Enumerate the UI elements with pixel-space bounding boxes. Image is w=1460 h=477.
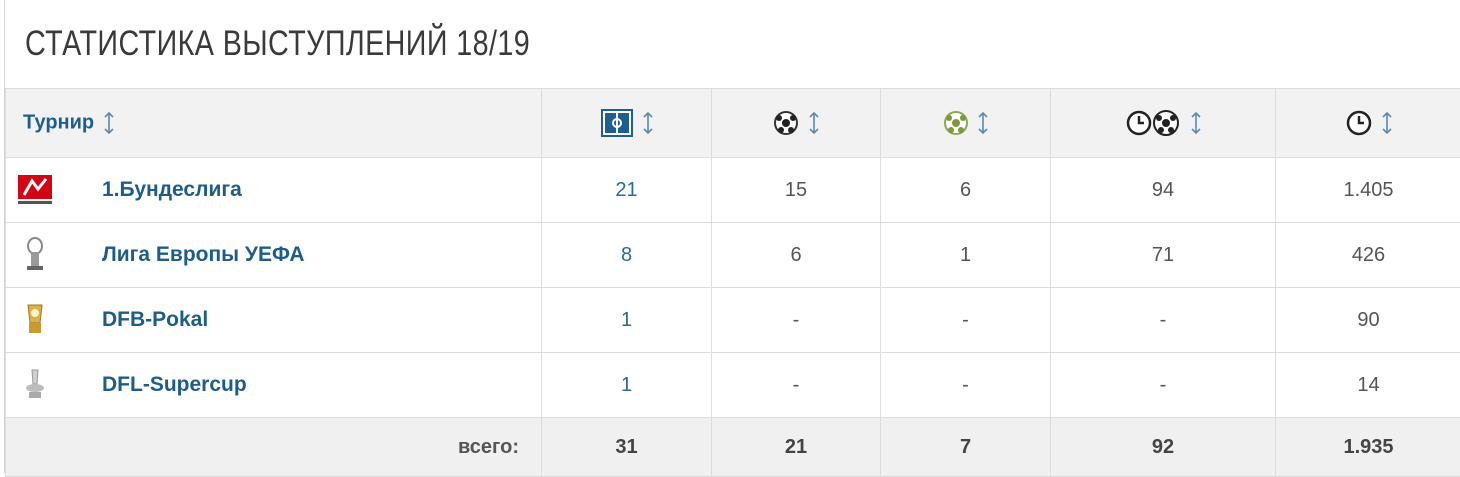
sort-header[interactable] xyxy=(542,89,712,158)
stat-cell: - xyxy=(881,353,1051,418)
total-label: всего: xyxy=(6,418,542,477)
sort-icon xyxy=(978,111,988,135)
stat-cell: - xyxy=(712,288,881,353)
goals-icon xyxy=(773,110,799,136)
competition-link[interactable]: DFL-Supercup xyxy=(102,373,247,397)
sort-icon xyxy=(1382,111,1392,135)
stat-cell: 8 xyxy=(542,223,712,288)
stat-cell: 6 xyxy=(881,158,1051,223)
competition-logo xyxy=(16,171,54,209)
stat-cell: 90 xyxy=(1276,288,1460,353)
panel-title: СТАТИСТИКА ВЫСТУПЛЕНИЙ 18/19 xyxy=(5,0,1459,88)
total-cell: 31 xyxy=(542,418,712,477)
competition-logo xyxy=(16,301,54,339)
stats-table: Турнир 1.Бундеслиг xyxy=(5,88,1460,477)
competition-cell: DFB-Pokal xyxy=(6,288,542,353)
stat-cell: - xyxy=(881,288,1051,353)
stat-cell: 1.405 xyxy=(1276,158,1460,223)
competition-link[interactable]: Лига Европы УЕФА xyxy=(102,243,305,267)
sort-header[interactable] xyxy=(1276,89,1460,158)
competition-cell: DFL-Supercup xyxy=(6,353,542,418)
assists-icon xyxy=(943,110,969,136)
stat-cell: 1 xyxy=(542,353,712,418)
stat-cell: - xyxy=(1051,353,1276,418)
minutes-icon xyxy=(1345,109,1373,137)
total-cell: 92 xyxy=(1051,418,1276,477)
header-row: Турнир xyxy=(6,89,1460,158)
title-text: СТАТИСТИКА ВЫСТУПЛЕНИЙ 18/19 xyxy=(25,24,530,64)
stat-cell: - xyxy=(712,353,881,418)
competition-cell: Лига Европы УЕФА xyxy=(6,223,542,288)
sort-header[interactable] xyxy=(712,89,881,158)
competition-link[interactable]: DFB-Pokal xyxy=(102,308,208,332)
stat-cell: 1 xyxy=(881,223,1051,288)
stat-cell: 14 xyxy=(1276,353,1460,418)
competition-link[interactable]: 1.Бундеслига xyxy=(102,178,242,202)
total-cell: 7 xyxy=(881,418,1051,477)
sort-icon xyxy=(1191,111,1201,135)
minutes-per-goal-icon xyxy=(1125,109,1181,137)
sort-icon xyxy=(643,111,653,135)
sort-icon xyxy=(809,111,819,135)
stat-cell: 1 xyxy=(542,288,712,353)
stat-cell: 426 xyxy=(1276,223,1460,288)
sort-header[interactable] xyxy=(881,89,1051,158)
stat-cell: 71 xyxy=(1051,223,1276,288)
stat-cell: - xyxy=(1051,288,1276,353)
sort-icon xyxy=(104,111,114,135)
sort-header[interactable] xyxy=(1051,89,1276,158)
stat-cell: 6 xyxy=(712,223,881,288)
appearances-icon xyxy=(600,108,634,138)
performance-panel: СТАТИСТИКА ВЫСТУПЛЕНИЙ 18/19 Турнир xyxy=(4,0,1459,473)
sort-header[interactable]: Турнир xyxy=(6,89,542,158)
competition-cell: 1.Бундеслига xyxy=(6,158,542,223)
competition-logo xyxy=(16,366,54,404)
total-cell: 21 xyxy=(712,418,881,477)
stat-cell: 94 xyxy=(1051,158,1276,223)
competition-logo xyxy=(16,236,54,274)
total-cell: 1.935 xyxy=(1276,418,1460,477)
stat-cell: 15 xyxy=(712,158,881,223)
stat-cell: 21 xyxy=(542,158,712,223)
column-header: Турнир xyxy=(23,111,94,133)
